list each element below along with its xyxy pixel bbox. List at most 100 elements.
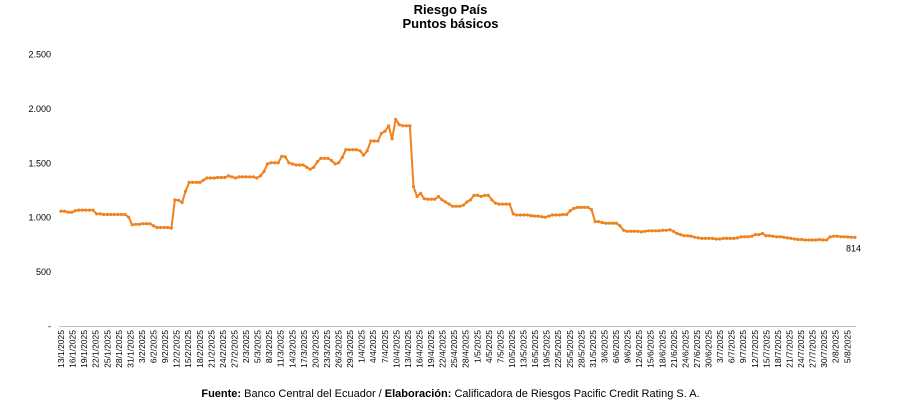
data-point	[533, 214, 537, 218]
data-point	[180, 200, 184, 205]
data-point	[244, 175, 248, 179]
x-tick-label: 15/7/2025	[761, 330, 771, 368]
data-point	[767, 234, 772, 238]
data-point	[184, 189, 188, 193]
data-point	[607, 221, 611, 225]
data-point	[194, 180, 198, 184]
data-point	[600, 221, 604, 225]
x-tick-label: 2/3/2025	[241, 330, 251, 363]
y-tick-label: 2.500	[28, 50, 51, 60]
data-point	[568, 209, 572, 213]
x-tick-label: 18/7/2025	[773, 330, 783, 368]
data-point	[383, 129, 387, 133]
x-tick-label: 25/1/2025	[102, 330, 112, 368]
data-point	[468, 198, 473, 202]
data-point	[650, 229, 654, 233]
data-point	[372, 139, 376, 143]
x-tick-label: 31/1/2025	[125, 330, 135, 368]
x-tick-label: 30/7/2025	[819, 330, 829, 368]
data-point	[504, 202, 508, 206]
x-tick-label: 13/4/2025	[403, 330, 413, 368]
data-point	[846, 235, 850, 239]
data-point	[219, 175, 223, 180]
data-point	[347, 148, 351, 152]
x-tick-label: 28/5/2025	[576, 330, 586, 368]
data-point	[205, 176, 209, 180]
x-tick-label: 22/4/2025	[438, 330, 448, 368]
data-point	[433, 197, 437, 201]
data-point	[216, 175, 220, 180]
data-point	[582, 205, 587, 209]
data-point	[337, 161, 341, 165]
x-tick-label: 5/3/2025	[253, 330, 263, 363]
data-point	[98, 212, 102, 216]
series-line	[61, 118, 856, 241]
data-point	[387, 124, 391, 128]
data-point	[397, 123, 401, 127]
data-point	[654, 229, 658, 233]
data-point	[116, 212, 120, 217]
data-point	[358, 149, 362, 153]
data-point	[166, 225, 170, 230]
x-tick-label: 24/7/2025	[796, 330, 806, 368]
data-point	[123, 212, 127, 217]
data-point	[529, 214, 533, 218]
data-point	[483, 193, 487, 197]
data-point	[639, 230, 644, 234]
x-tick-label: 12/7/2025	[750, 330, 760, 368]
x-tick-label: 28/1/2025	[114, 330, 124, 368]
data-point	[714, 237, 718, 241]
data-point	[746, 235, 750, 239]
x-tick-label: 11/3/2025	[276, 330, 286, 367]
data-point	[465, 200, 469, 204]
data-point	[511, 212, 515, 216]
data-point	[255, 176, 259, 180]
data-point	[743, 235, 747, 239]
data-point	[515, 213, 519, 217]
data-point	[821, 238, 825, 242]
data-point	[440, 198, 444, 202]
data-point	[233, 176, 238, 180]
data-point	[732, 236, 736, 240]
data-point	[408, 124, 412, 128]
data-point	[265, 162, 270, 166]
data-point	[390, 137, 394, 141]
data-point	[575, 205, 579, 209]
elaboration-label: Elaboración:	[384, 388, 452, 400]
data-point	[451, 204, 455, 208]
y-tick-label: 1.000	[28, 213, 51, 223]
data-point	[472, 193, 476, 197]
data-point	[102, 212, 106, 217]
x-tick-label: 16/5/2025	[530, 330, 540, 368]
data-point	[369, 139, 373, 143]
data-point	[689, 234, 693, 238]
x-tick-label: 12/6/2025	[634, 330, 644, 368]
data-point	[518, 213, 522, 217]
data-point	[771, 234, 775, 238]
data-point	[785, 236, 789, 240]
data-point	[344, 148, 348, 152]
data-point	[458, 204, 462, 208]
x-tick-label: 9/6/2025	[623, 330, 633, 363]
data-point	[283, 155, 287, 159]
data-point	[832, 234, 836, 238]
data-point	[668, 228, 672, 232]
data-point	[611, 221, 615, 225]
data-point	[411, 185, 416, 189]
data-point	[443, 200, 448, 204]
data-point	[629, 229, 633, 233]
data-point	[141, 222, 145, 226]
data-point	[849, 235, 854, 239]
data-point	[212, 176, 216, 180]
data-point	[700, 236, 704, 240]
data-point	[622, 228, 626, 232]
x-tick-label: 27/7/2025	[808, 330, 818, 368]
data-point	[130, 223, 134, 227]
data-point	[842, 235, 846, 239]
data-point	[137, 222, 141, 226]
data-point	[119, 212, 124, 217]
data-point	[262, 169, 266, 174]
data-point	[127, 215, 131, 219]
data-point	[764, 234, 768, 238]
data-point	[365, 149, 369, 153]
